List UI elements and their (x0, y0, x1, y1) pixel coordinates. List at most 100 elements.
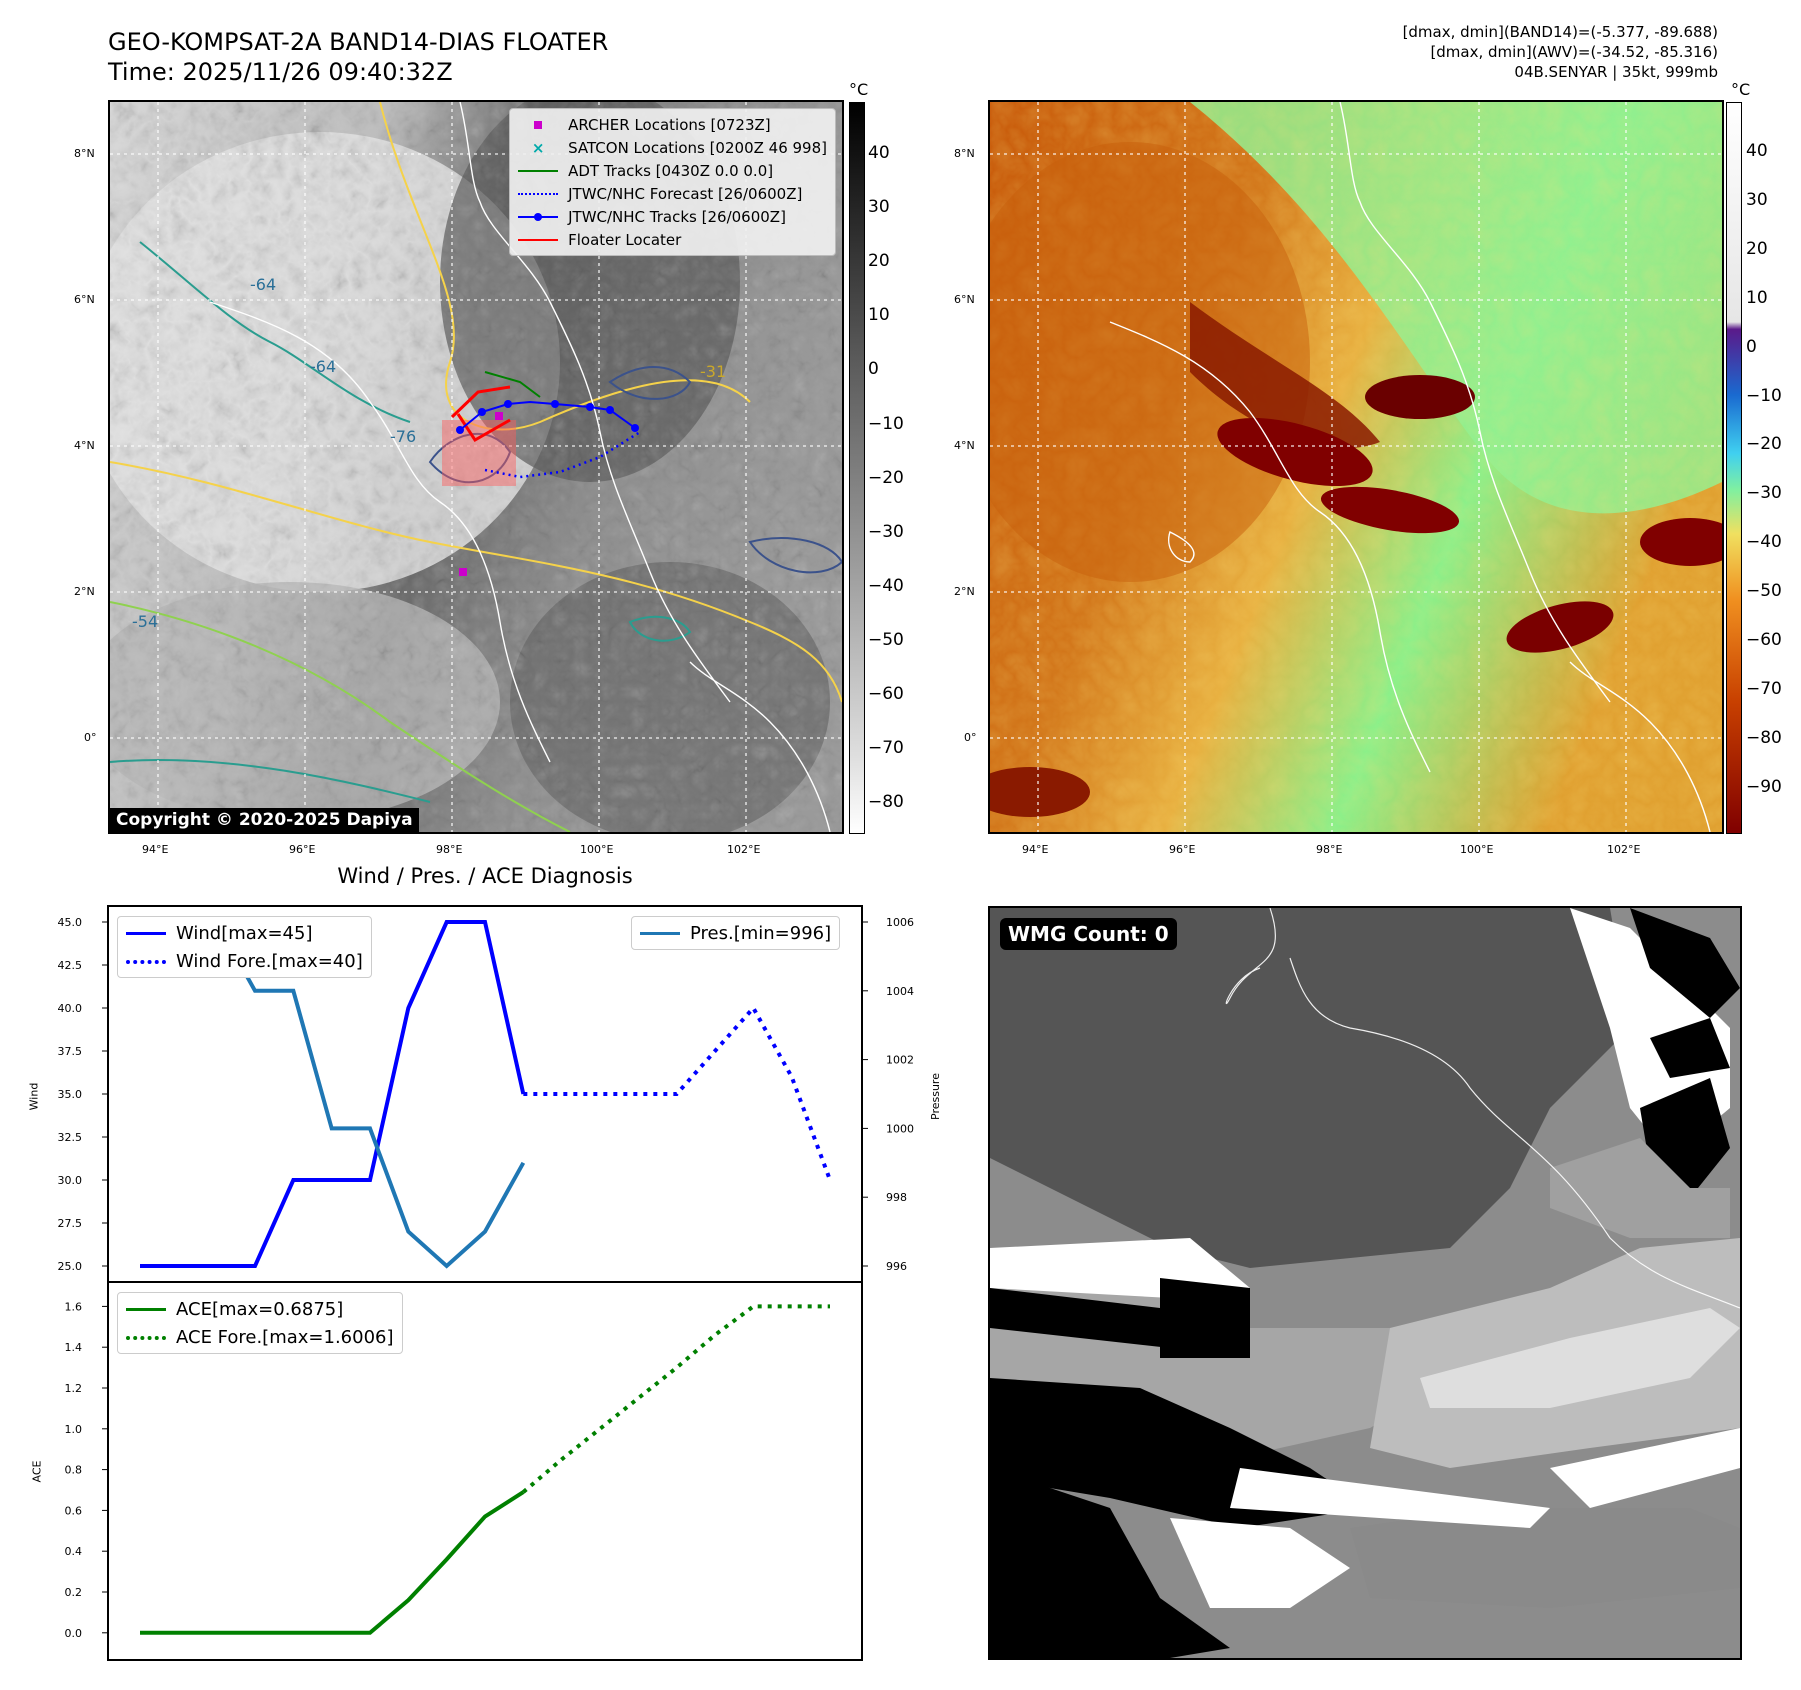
contour-label: -64 (310, 357, 336, 376)
colorbar-tick: −80 (868, 792, 904, 813)
lon-tick: 102°E (727, 843, 761, 856)
colorbar-tick: −90 (1746, 776, 1782, 797)
chart-title: GEO-KOMPSAT-2A BAND14-DIAS FLOATER (108, 28, 609, 56)
legend-entry-archer: ARCHER Locations [0723Z] (510, 113, 835, 136)
colorbar-tick: −60 (868, 684, 904, 704)
contour-label: -64 (250, 275, 276, 294)
colorbar-tick: −40 (1746, 532, 1782, 553)
lon-tick: 96°E (289, 843, 316, 856)
colorbar-tick: −50 (1746, 581, 1782, 602)
colorbar-tick: −60 (1746, 630, 1782, 650)
legend-entry-jtwc-tracks: JTWC/NHC Tracks [26/0600Z] (510, 205, 835, 228)
dotted-line-icon (126, 1330, 166, 1344)
line-marker-icon (518, 164, 559, 178)
colorbar-tick: −20 (868, 467, 904, 488)
colorbar-tick: 0 (1746, 336, 1757, 357)
colorbar-tick: −30 (1746, 483, 1782, 504)
lon-tick: 94°E (1022, 843, 1049, 856)
y-tick-label: 40.0 (58, 1002, 83, 1015)
colorbar-tick: −70 (868, 738, 904, 759)
legend-entry-pressure: Pres.[min=996] (632, 919, 839, 947)
legend-entry-ace-forecast: ACE Fore.[max=1.6006] (118, 1323, 402, 1351)
ir-map-panel: -64 -64 -54 -76 -31 Copyright © 2020-202… (108, 100, 844, 834)
lat-tick: 6°N (954, 293, 975, 306)
awv-map-panel (988, 100, 1724, 834)
copyright-label: Copyright © 2020-2025 Dapiya (110, 808, 419, 832)
y-tick-label: 30.0 (58, 1174, 83, 1187)
pressure-legend: Pres.[min=996] (631, 916, 841, 950)
ace-tick-label: 0.4 (65, 1545, 83, 1558)
map-legend: ARCHER Locations [0723Z] × SATCON Locati… (509, 108, 836, 256)
line-dot-icon (518, 210, 559, 224)
contour-label: -31 (700, 362, 726, 381)
colorbar-tick: 10 (868, 305, 890, 326)
lat-tick: 6°N (74, 293, 95, 306)
dotted-line-icon (518, 187, 559, 201)
contour-label: -76 (390, 427, 416, 446)
colorbar-tick: 40 (868, 143, 890, 163)
ace-plot-frame (107, 1281, 863, 1661)
lon-tick: 98°E (1316, 843, 1343, 856)
colorbar-tick: 20 (1746, 238, 1768, 259)
wmg-image (990, 908, 1740, 1658)
wind-legend: Wind[max=45] Wind Fore.[max=40] (117, 916, 372, 978)
ace-tick-label: 1.4 (65, 1341, 83, 1354)
wmg-count-badge: WMG Count: 0 (1000, 918, 1177, 950)
colorbar-left (849, 102, 865, 834)
ace-tick-label: 1.6 (65, 1300, 83, 1313)
ace-legend: ACE[max=0.6875] ACE Fore.[max=1.6006] (117, 1292, 403, 1354)
y2-tick-label: 998 (886, 1191, 907, 1204)
y-tick-label: 27.5 (58, 1217, 83, 1230)
ace-tick-label: 0.0 (65, 1627, 83, 1640)
colorbar-left-unit: °C (849, 80, 869, 99)
colorbar-tick: 30 (868, 197, 890, 218)
lat-tick: 0° (964, 731, 977, 744)
ace-series-line-0 (140, 1490, 525, 1635)
legend-entry-jtwc-forecast: JTWC/NHC Forecast [26/0600Z] (510, 182, 835, 205)
y-tick-label: 42.5 (58, 959, 83, 972)
colorbar-tick: 30 (1746, 189, 1768, 210)
lat-tick: 2°N (74, 585, 95, 598)
legend-entry-wind-forecast: Wind Fore.[max=40] (118, 947, 371, 975)
info-storm: 04B.SENYAR | 35kt, 999mb (1514, 63, 1718, 81)
lat-tick: 4°N (954, 439, 975, 452)
line-marker-icon (518, 233, 559, 247)
awv-map-image (990, 102, 1722, 832)
legend-entry-ace: ACE[max=0.6875] (118, 1295, 402, 1323)
y2-tick-label: 1004 (886, 985, 914, 998)
colorbar-tick: 20 (868, 251, 890, 272)
lon-tick: 96°E (1169, 843, 1196, 856)
wmg-panel: WMG Count: 0 (988, 906, 1742, 1660)
colorbar-tick: −80 (1746, 727, 1782, 748)
lon-tick: 94°E (142, 843, 169, 856)
chart-timestamp: Time: 2025/11/26 09:40:32Z (108, 58, 453, 86)
colorbar-right-unit: °C (1731, 80, 1751, 99)
lat-tick: 4°N (74, 439, 95, 452)
colorbar-tick: 10 (1746, 287, 1768, 308)
colorbar-tick: −10 (868, 413, 904, 434)
ace-tick-label: 1.2 (65, 1382, 83, 1395)
y2-tick-label: 1002 (886, 1054, 914, 1067)
y2-tick-label: 1000 (886, 1122, 914, 1135)
colorbar-tick: −20 (1746, 434, 1782, 455)
lon-tick: 100°E (1460, 843, 1494, 856)
diagnosis-title: Wind / Pres. / ACE Diagnosis (337, 864, 633, 888)
lon-tick: 98°E (436, 843, 463, 856)
dotted-line-icon (126, 954, 166, 968)
colorbar-tick: −40 (868, 575, 904, 596)
series-line-0 (140, 920, 526, 1268)
legend-entry-wind: Wind[max=45] (118, 919, 371, 947)
info-awv: [dmax, dmin](AWV)=(-34.52, -85.316) (1430, 43, 1718, 61)
colorbar-tick: −30 (868, 521, 904, 542)
line-marker-icon (126, 1302, 166, 1316)
y-tick-label: 37.5 (58, 1045, 83, 1058)
line-marker-icon (126, 926, 166, 940)
square-marker-icon (518, 118, 558, 132)
y-tick-label: 45.0 (58, 916, 83, 929)
colorbar-tick: 0 (868, 359, 879, 380)
ace-tick-label: 0.6 (65, 1504, 83, 1517)
colorbar-right (1726, 102, 1742, 834)
ace-series-line-1 (522, 1304, 830, 1494)
lon-tick: 100°E (580, 843, 614, 856)
